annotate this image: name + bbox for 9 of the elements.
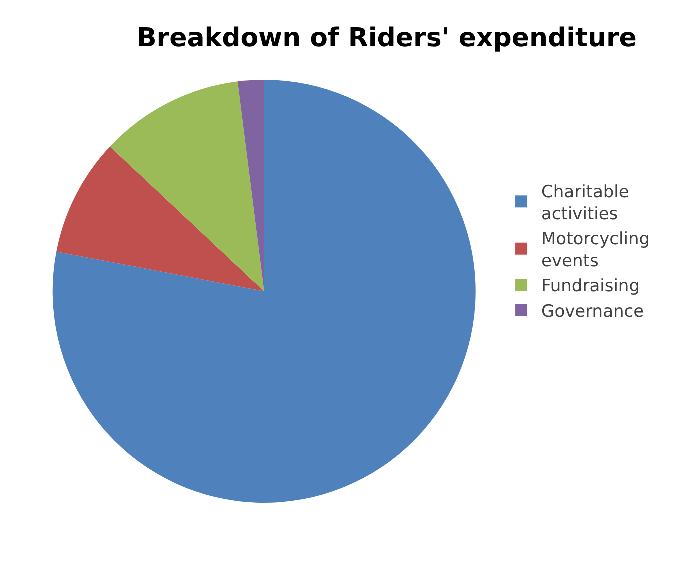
- legend-label: Charitable activities: [542, 182, 630, 224]
- chart-title: Breakdown of Riders' expenditure: [136, 23, 637, 54]
- legend-label: Fundraising: [542, 276, 640, 297]
- legend-label: Motorcycling events: [542, 229, 650, 272]
- pie-slice: [238, 80, 264, 292]
- pie-slice: [56, 146, 264, 292]
- legend-label: Governance: [542, 302, 644, 322]
- pie-slice: [53, 80, 476, 503]
- pie-slice: [110, 82, 264, 292]
